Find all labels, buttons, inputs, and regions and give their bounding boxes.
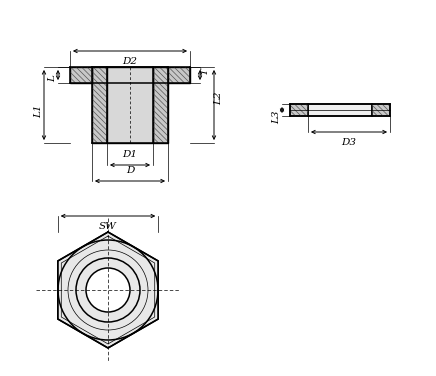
Text: SW: SW <box>99 222 117 231</box>
Bar <box>70 67 92 83</box>
Text: L: L <box>48 75 58 82</box>
Bar <box>168 67 190 83</box>
Text: T: T <box>201 68 210 75</box>
Bar <box>153 67 168 143</box>
Polygon shape <box>58 232 158 348</box>
Circle shape <box>86 268 130 312</box>
Bar <box>372 104 390 116</box>
Text: D2: D2 <box>123 57 137 66</box>
Bar <box>107 67 153 143</box>
Text: L3: L3 <box>272 110 282 123</box>
Bar <box>308 104 372 116</box>
Bar <box>92 67 107 143</box>
Text: L2: L2 <box>215 91 224 105</box>
Text: D3: D3 <box>341 138 357 147</box>
Bar <box>290 104 308 116</box>
Text: D1: D1 <box>123 150 137 159</box>
Text: D: D <box>126 166 134 175</box>
Text: L1: L1 <box>34 105 44 118</box>
